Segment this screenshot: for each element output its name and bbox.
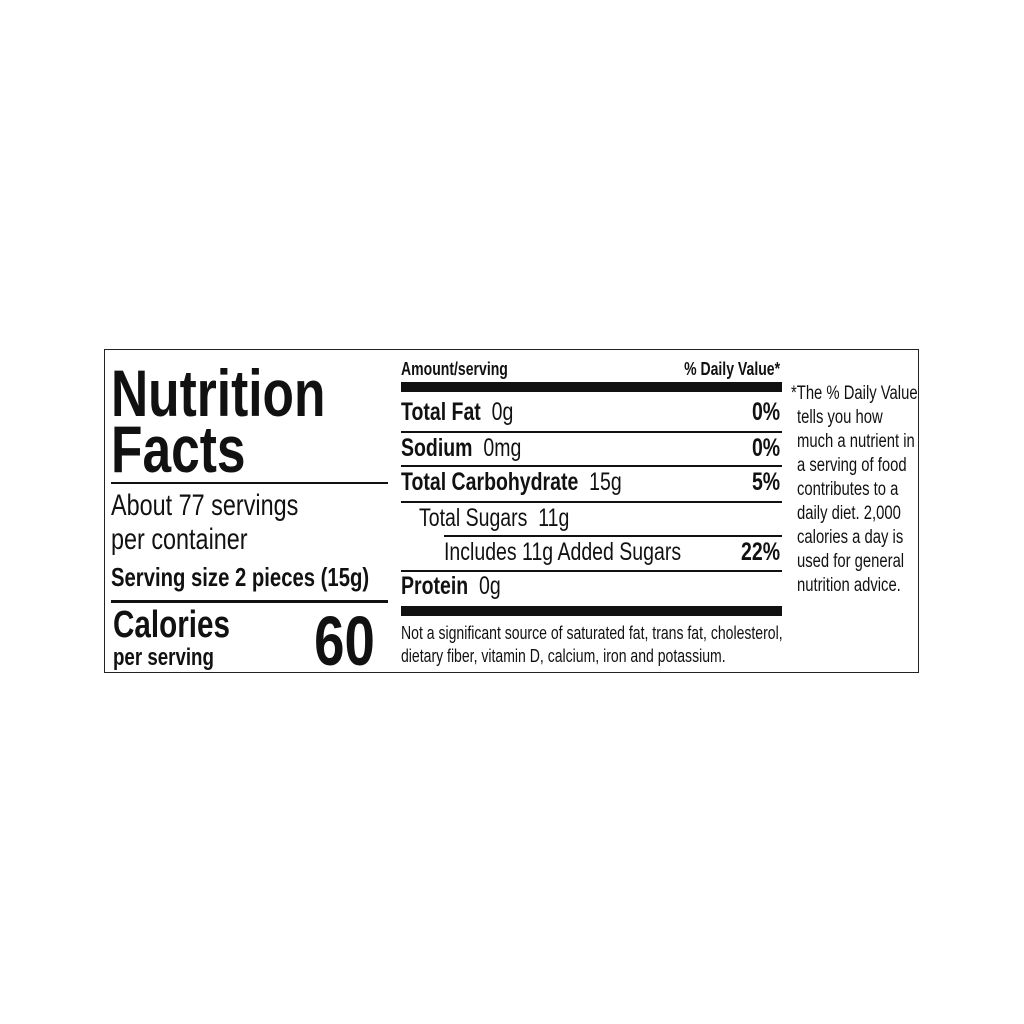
calories-per-serving: per serving [113, 644, 214, 671]
row-added-sugars: Includes 11g Added Sugars [444, 538, 682, 566]
divider [401, 465, 782, 467]
note-line: contributes to a [797, 479, 899, 500]
header-daily-value: % Daily Value* [683, 359, 780, 379]
note-line: tells you how [797, 407, 883, 428]
calories-value: 60 [314, 602, 375, 680]
thick-bar [401, 606, 782, 616]
header-amount: Amount/serving [401, 359, 508, 379]
note-line: *The % Daily Value [791, 383, 918, 404]
divider [111, 600, 388, 603]
row-total-sugars: Total Sugars 11g [419, 504, 570, 532]
note-line: much a nutrient in [797, 431, 915, 452]
nutrition-facts-label: Nutrition Facts About 77 servings per co… [104, 349, 919, 680]
divider [401, 431, 782, 433]
note-line: calories a day is [797, 527, 904, 548]
dv-total-carbohydrate: 5% [751, 468, 780, 496]
note-line: daily diet. 2,000 [797, 503, 901, 524]
title-nutrition: Nutrition [111, 356, 326, 430]
row-protein: Protein 0g [401, 572, 501, 600]
dv-added-sugars: 22% [740, 538, 780, 566]
footer-note-2: dietary fiber, vitamin D, calcium, iron … [401, 646, 726, 666]
title-facts: Facts [111, 412, 246, 486]
servings-per-container-2: per container [111, 523, 248, 556]
thick-bar [401, 382, 782, 392]
note-line: nutrition advice. [797, 575, 901, 596]
row-total-fat: Total Fat 0g [401, 398, 514, 426]
divider [401, 570, 782, 572]
row-total-carbohydrate: Total Carbohydrate 15g [401, 468, 622, 496]
dv-sodium: 0% [751, 434, 780, 462]
divider [111, 482, 388, 484]
serving-size: Serving size 2 pieces (15g) [111, 562, 370, 592]
note-line: used for general [797, 551, 905, 572]
divider [401, 501, 782, 503]
row-sodium: Sodium 0mg [401, 434, 522, 462]
servings-per-container: About 77 servings [111, 489, 299, 522]
calories-label: Calories [113, 604, 230, 646]
footer-note-1: Not a significant source of saturated fa… [401, 623, 783, 643]
note-line: a serving of food [797, 455, 907, 476]
dv-total-fat: 0% [751, 398, 780, 426]
divider [444, 535, 782, 537]
